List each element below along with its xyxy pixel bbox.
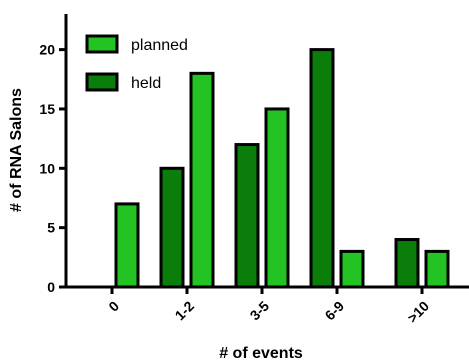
- bar-planned-2: [264, 107, 290, 289]
- x-tick-label: 1-2: [171, 298, 197, 324]
- x-ticks: 0 1-2 3-5 6-9 >10: [105, 287, 432, 326]
- y-tick-label: 20: [39, 42, 55, 58]
- y-tick-label: 10: [39, 160, 55, 176]
- legend-swatch-planned: [85, 34, 119, 54]
- legend-label-planned: planned: [131, 37, 188, 54]
- bar-held-1: [159, 166, 185, 289]
- y-tick-label: 5: [47, 220, 55, 236]
- legend-swatch-held: [85, 72, 119, 92]
- x-axis: 0 1-2 3-5 6-9 >10: [66, 285, 469, 326]
- y-tick-label: 15: [39, 101, 55, 117]
- bar-planned-1: [189, 71, 215, 289]
- x-tick-label: >10: [404, 298, 432, 326]
- bar-held-3: [309, 48, 335, 289]
- legend: planned held: [85, 34, 188, 92]
- bar-held-2: [234, 143, 260, 289]
- x-tick-label: 6-9: [321, 298, 347, 324]
- y-ticks: 0 5 10 15 20: [39, 42, 66, 295]
- legend-label-held: held: [131, 75, 161, 92]
- bar-planned-4: [424, 249, 450, 289]
- y-axis-title: # of RNA Salons: [8, 88, 25, 212]
- y-tick-label: 0: [47, 279, 55, 295]
- bar-planned-3: [339, 249, 365, 289]
- x-axis-title: # of events: [219, 345, 303, 362]
- bars: [114, 48, 450, 289]
- bar-held-4: [394, 238, 420, 289]
- x-tick-label: 3-5: [246, 298, 272, 324]
- bar-planned-0: [114, 202, 140, 289]
- x-tick-label: 0: [105, 298, 122, 315]
- y-axis: 0 5 10 15 20: [39, 14, 68, 295]
